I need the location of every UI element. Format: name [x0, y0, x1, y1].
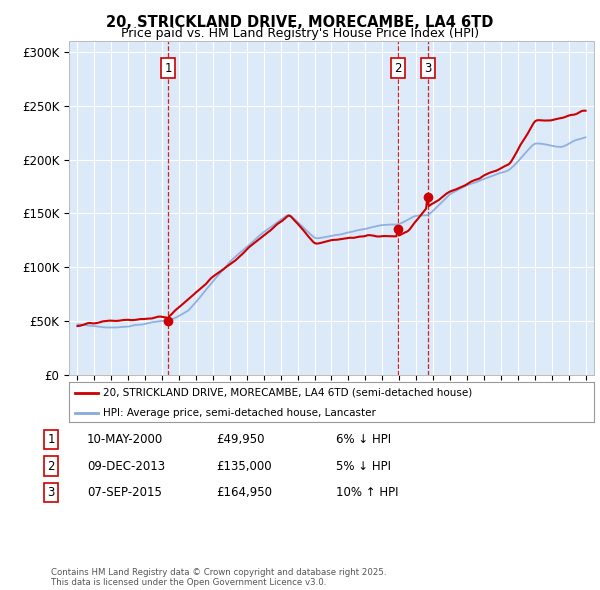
Text: 1: 1 — [164, 62, 172, 75]
Text: 20, STRICKLAND DRIVE, MORECAMBE, LA4 6TD (semi-detached house): 20, STRICKLAND DRIVE, MORECAMBE, LA4 6TD… — [103, 388, 472, 398]
Text: Price paid vs. HM Land Registry's House Price Index (HPI): Price paid vs. HM Land Registry's House … — [121, 27, 479, 40]
Text: £135,000: £135,000 — [216, 460, 272, 473]
Text: Contains HM Land Registry data © Crown copyright and database right 2025.
This d: Contains HM Land Registry data © Crown c… — [51, 568, 386, 587]
Text: HPI: Average price, semi-detached house, Lancaster: HPI: Average price, semi-detached house,… — [103, 408, 376, 418]
Text: £49,950: £49,950 — [216, 433, 265, 446]
Text: 2: 2 — [47, 460, 55, 473]
Text: 6% ↓ HPI: 6% ↓ HPI — [336, 433, 391, 446]
Text: 10% ↑ HPI: 10% ↑ HPI — [336, 486, 398, 499]
Text: 5% ↓ HPI: 5% ↓ HPI — [336, 460, 391, 473]
Text: 3: 3 — [424, 62, 431, 75]
Text: £164,950: £164,950 — [216, 486, 272, 499]
Text: 09-DEC-2013: 09-DEC-2013 — [87, 460, 165, 473]
Text: 07-SEP-2015: 07-SEP-2015 — [87, 486, 162, 499]
Text: 3: 3 — [47, 486, 55, 499]
Text: 1: 1 — [47, 433, 55, 446]
Text: 20, STRICKLAND DRIVE, MORECAMBE, LA4 6TD: 20, STRICKLAND DRIVE, MORECAMBE, LA4 6TD — [106, 15, 494, 30]
Text: 2: 2 — [394, 62, 402, 75]
Text: 10-MAY-2000: 10-MAY-2000 — [87, 433, 163, 446]
